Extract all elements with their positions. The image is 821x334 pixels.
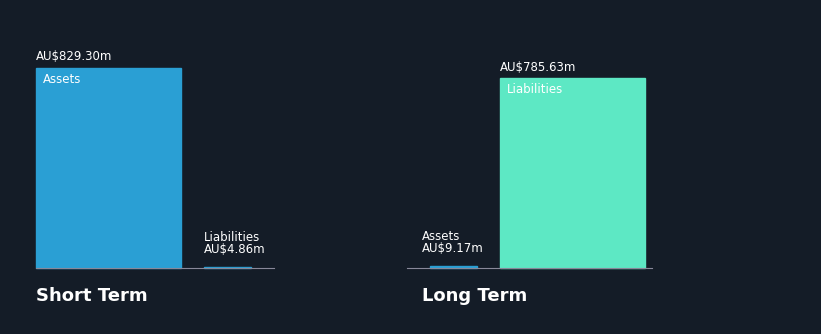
Text: Long Term: Long Term xyxy=(423,287,528,305)
Text: Liabilities: Liabilities xyxy=(507,83,563,96)
Bar xyxy=(500,78,644,268)
Text: AU$785.63m: AU$785.63m xyxy=(500,61,577,74)
Text: Assets: Assets xyxy=(43,73,81,86)
Bar xyxy=(204,267,251,268)
Text: Liabilities: Liabilities xyxy=(204,231,260,244)
Text: AU$829.30m: AU$829.30m xyxy=(36,50,112,63)
Bar xyxy=(36,68,181,268)
Bar xyxy=(430,266,477,268)
Text: AU$4.86m: AU$4.86m xyxy=(204,243,266,256)
Text: AU$9.17m: AU$9.17m xyxy=(423,242,484,255)
Text: Short Term: Short Term xyxy=(36,287,148,305)
Text: Assets: Assets xyxy=(423,230,461,243)
